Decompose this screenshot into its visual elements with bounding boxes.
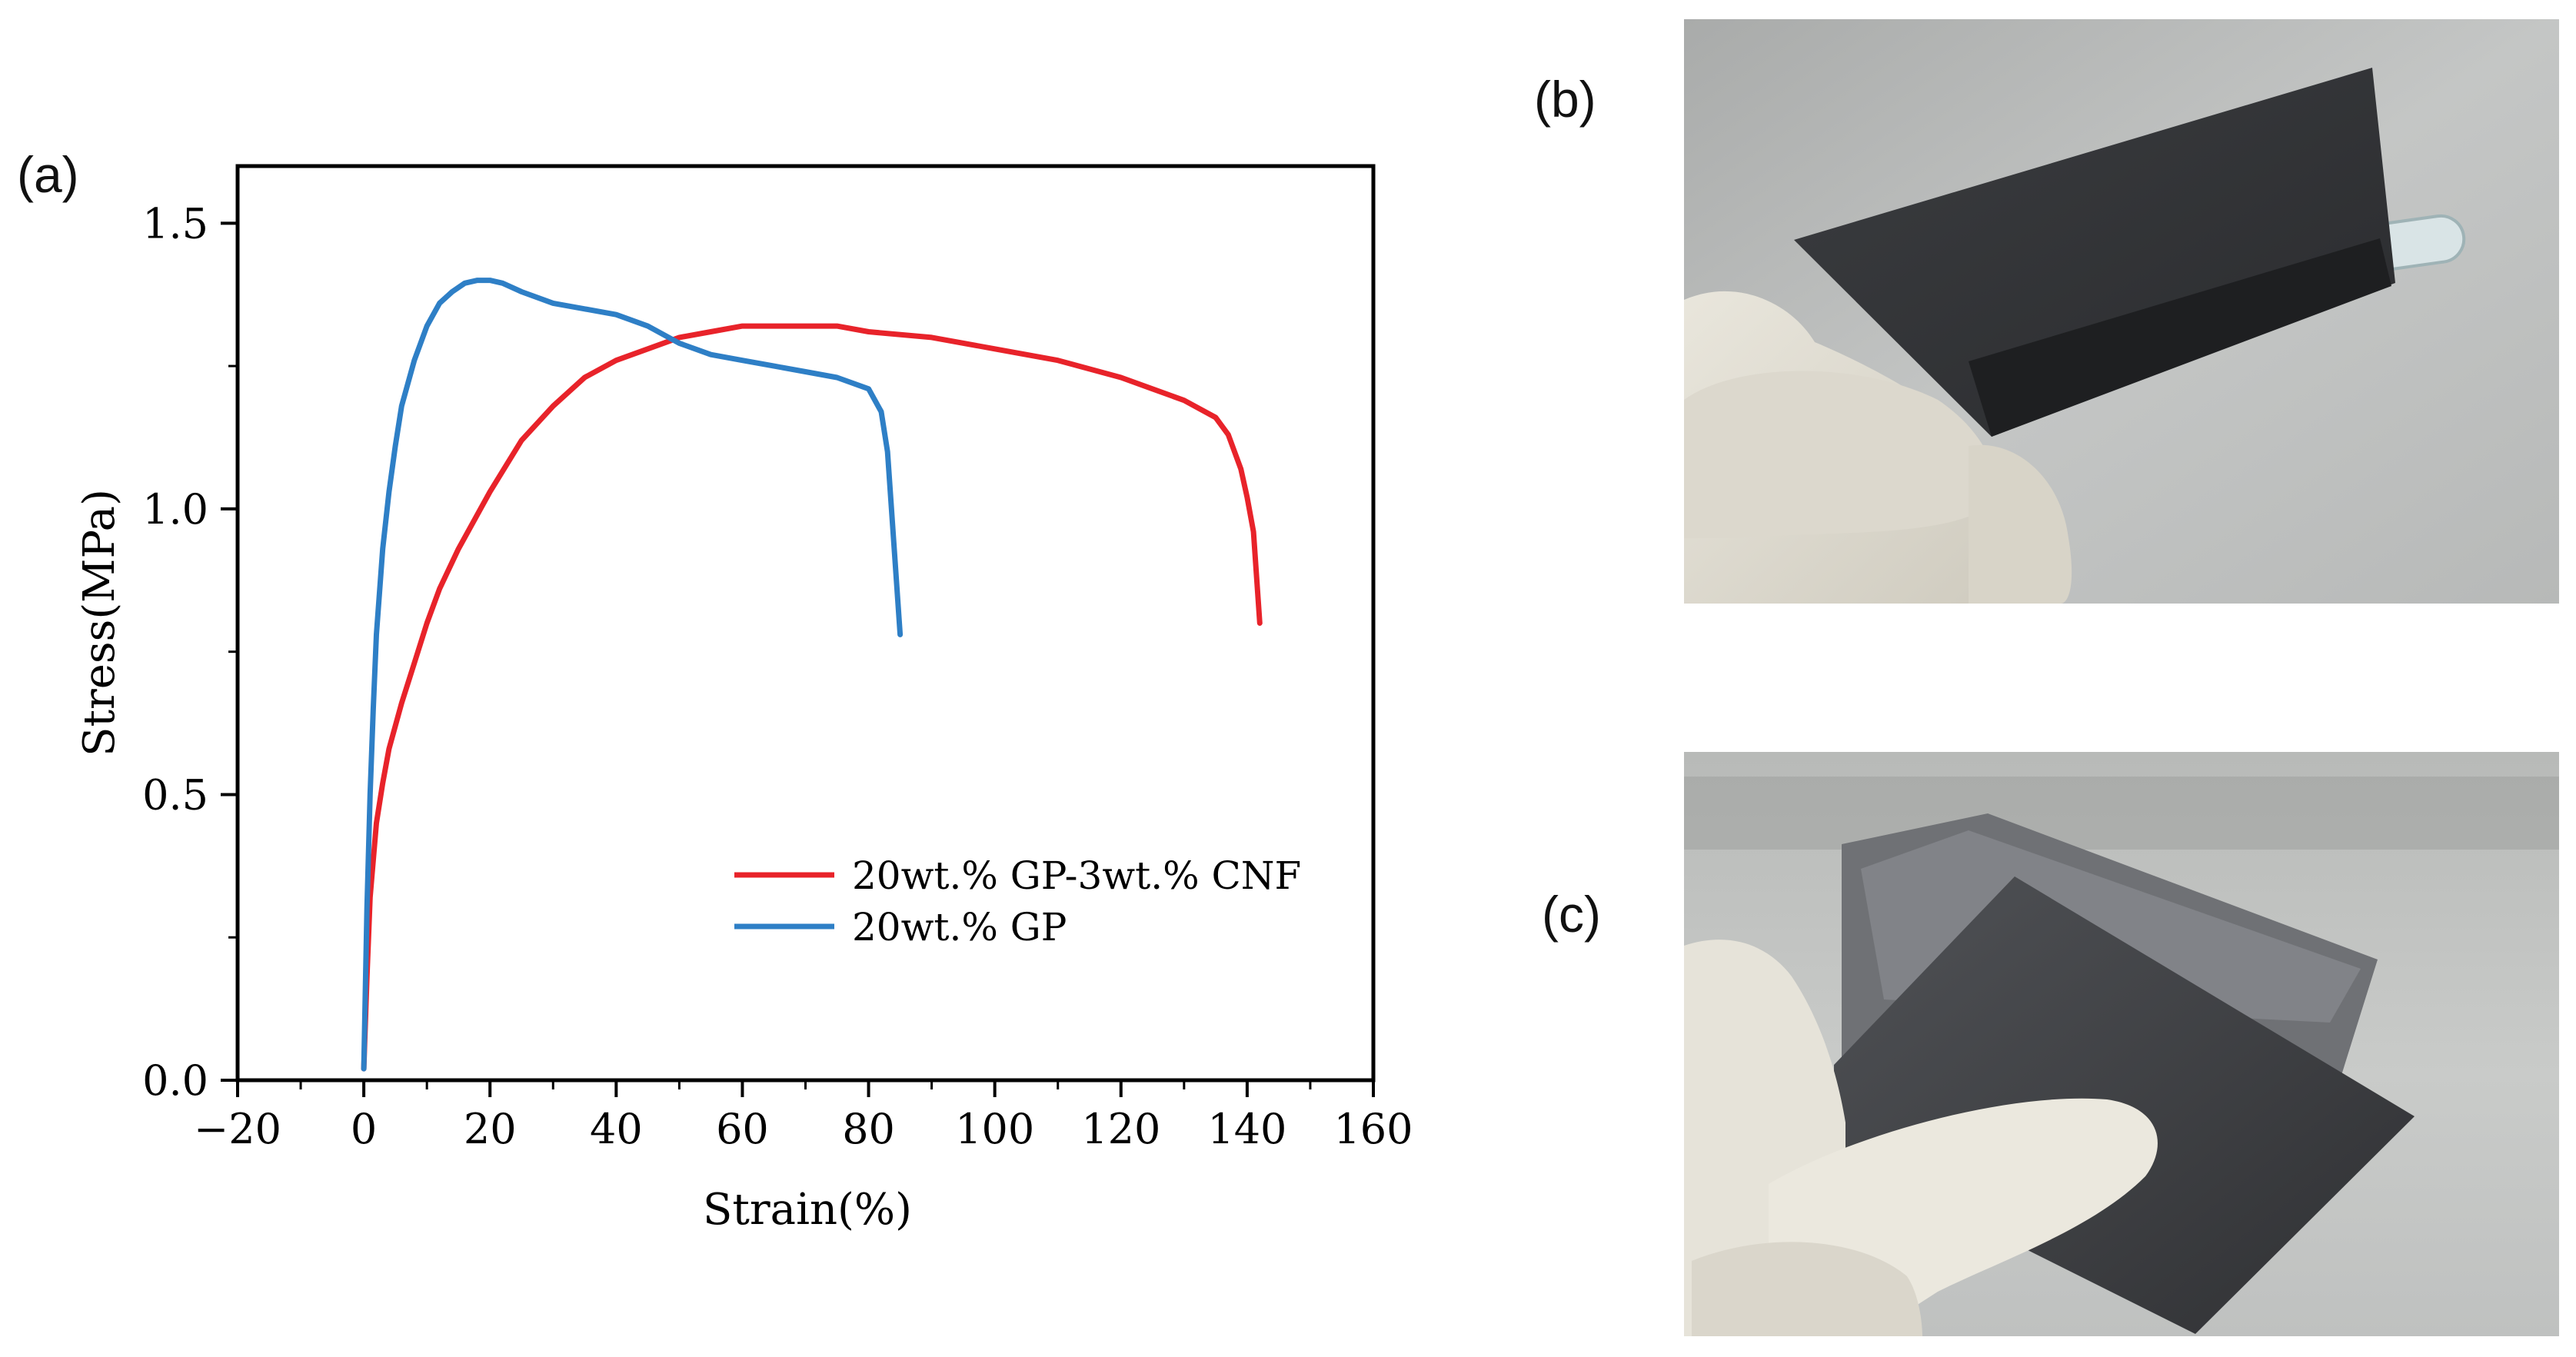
- x-tick-label: 100: [955, 1105, 1034, 1153]
- legend-label-gp: 20wt.% GP: [852, 905, 1067, 950]
- x-tick-label: 20: [464, 1105, 517, 1153]
- photo-flexible-film: (c): [1542, 752, 2559, 1336]
- y-tick-label: 0.0: [142, 1056, 208, 1105]
- panel-a-label: (a): [17, 146, 79, 203]
- x-tick-label: 80: [842, 1105, 895, 1153]
- series-line-0: [361, 323, 1263, 1072]
- legend-label-cnf: 20wt.% GP-3wt.% CNF: [852, 853, 1301, 898]
- plot-area-frame: [235, 164, 1376, 1083]
- x-tick-label: 160: [1333, 1105, 1413, 1153]
- legend: 20wt.% GP-3wt.% CNF 20wt.% GP: [734, 853, 1301, 950]
- x-tick-label: 120: [1081, 1105, 1160, 1153]
- y-axis-ticks: [221, 221, 238, 1082]
- stress-strain-chart: (a) −20 0 20 40 60 80 100 120 140 160 0.0 0.5 1.0 1.…: [17, 146, 1413, 1235]
- x-axis-ticks: [236, 1080, 1375, 1097]
- x-tick-label: 40: [590, 1105, 643, 1153]
- x-tick-label: 140: [1207, 1105, 1286, 1153]
- y-axis-tick-labels: 0.0 0.5 1.0 1.5: [142, 199, 208, 1105]
- panel-c-label: (c): [1542, 886, 1601, 943]
- panel-b-label: (b): [1534, 71, 1596, 128]
- x-tick-label: −20: [194, 1105, 281, 1153]
- y-tick-label: 0.5: [142, 770, 208, 819]
- y-tick-label: 1.0: [142, 485, 208, 534]
- y-tick-label: 1.5: [142, 199, 208, 248]
- x-axis-title: Strain(%): [703, 1185, 912, 1235]
- x-tick-label: 60: [716, 1105, 769, 1153]
- photo-film-rolled-on-tube: (b): [1534, 19, 2559, 604]
- series-line-1: [361, 278, 904, 1072]
- x-tick-label: 0: [351, 1105, 377, 1153]
- y-axis-title: Stress(MPa): [75, 489, 125, 757]
- x-axis-tick-labels: −20 0 20 40 60 80 100 120 140 160: [194, 1105, 1413, 1153]
- series-lines: [361, 278, 1263, 1072]
